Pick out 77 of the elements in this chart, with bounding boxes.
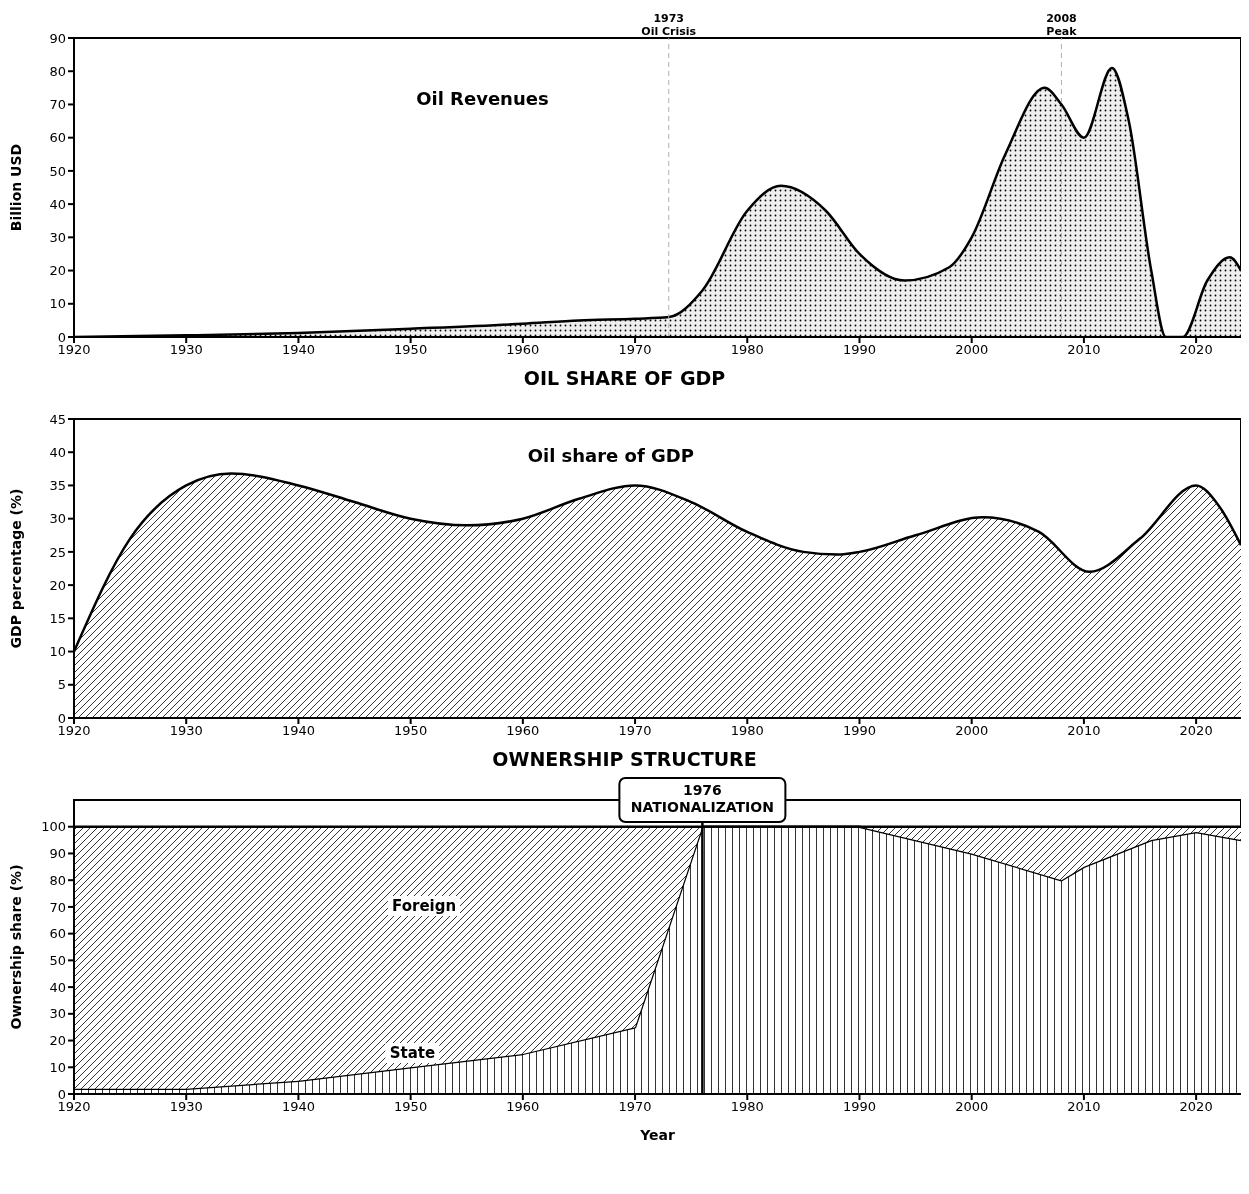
x-tick-label: 1970 xyxy=(618,723,652,739)
x-tick-label: 1980 xyxy=(730,723,764,739)
y-tick-label: 50 xyxy=(49,163,66,179)
y-axis-title: Billion USD xyxy=(7,143,24,232)
x-tick-label: 2010 xyxy=(1067,1099,1101,1115)
y-tick-label: 100 xyxy=(41,819,66,835)
y-tick-label: 0 xyxy=(57,1086,66,1102)
series-label: State xyxy=(385,1042,440,1063)
x-tick-label: 1950 xyxy=(394,723,428,739)
x-tick-label: 2000 xyxy=(955,723,989,739)
y-tick-label: 10 xyxy=(49,1059,66,1075)
y-tick-label: 30 xyxy=(49,1006,66,1022)
x-tick-label: 1940 xyxy=(281,342,315,358)
x-tick-label: 1940 xyxy=(281,1099,315,1115)
x-tick-label: 1950 xyxy=(394,342,428,358)
x-tick-label: 1960 xyxy=(506,342,540,358)
x-tick-label: 1990 xyxy=(842,342,877,358)
y-tick-label: 60 xyxy=(49,130,66,146)
y-tick-label: 0 xyxy=(57,329,66,345)
ref-line-label: 1973 Oil Crisis xyxy=(641,12,697,38)
y-tick-label: 50 xyxy=(49,952,66,968)
y-tick-label: 70 xyxy=(49,899,66,915)
y-axis-title: GDP percentage (%) xyxy=(7,488,24,649)
y-tick-label: 80 xyxy=(49,872,66,888)
y-tick-label: 10 xyxy=(49,296,66,312)
y-tick-label: 30 xyxy=(49,511,66,527)
y-tick-label: 40 xyxy=(49,979,66,995)
y-tick-label: 25 xyxy=(49,544,66,560)
x-tick-label: 1950 xyxy=(394,1099,428,1115)
y-tick-label: 20 xyxy=(49,263,66,279)
x-tick-label: 1980 xyxy=(730,342,764,358)
x-tick-label: 2020 xyxy=(1179,342,1213,358)
x-tick-label: 2000 xyxy=(955,1099,989,1115)
y-tick-label: 10 xyxy=(49,644,66,660)
text: Oil Revenues xyxy=(412,86,553,110)
y-tick-label: 60 xyxy=(49,926,66,942)
x-tick-label: 2020 xyxy=(1179,723,1213,739)
x-tick-label: 1990 xyxy=(842,723,877,739)
x-axis-title: Year xyxy=(639,1127,675,1143)
y-tick-label: 0 xyxy=(57,710,66,726)
x-tick-label: 1920 xyxy=(57,723,91,739)
y-tick-label: 15 xyxy=(49,610,66,626)
y-tick-label: 5 xyxy=(57,677,66,693)
x-tick-label: 1970 xyxy=(618,1099,652,1115)
x-tick-label: 2010 xyxy=(1067,723,1101,739)
x-tick-label: 1990 xyxy=(842,1099,877,1115)
y-tick-label: 45 xyxy=(49,411,66,427)
x-tick-label: 2010 xyxy=(1067,342,1101,358)
ref-line-label: 2008 Peak xyxy=(1046,12,1078,38)
ref-line-label: 1976 NATIONALIZATION xyxy=(630,782,774,815)
y-tick-label: 80 xyxy=(49,63,66,79)
x-tick-label: 2020 xyxy=(1179,1099,1213,1115)
y-axis-title: Ownership share (%) xyxy=(7,864,24,1030)
x-tick-label: 1970 xyxy=(618,342,652,358)
x-tick-label: 1940 xyxy=(281,723,315,739)
x-tick-label: 1930 xyxy=(169,723,203,739)
x-tick-label: 2000 xyxy=(955,342,989,358)
y-tick-label: 35 xyxy=(49,478,66,494)
x-tick-label: 1920 xyxy=(57,1099,91,1115)
chart-title: OWNERSHIP STRUCTURE xyxy=(491,748,758,770)
x-tick-label: 1960 xyxy=(506,723,540,739)
y-tick-label: 20 xyxy=(49,577,66,593)
x-tick-label: 1920 xyxy=(57,342,91,358)
y-tick-label: 30 xyxy=(49,229,66,245)
x-tick-label: 1930 xyxy=(169,1099,203,1115)
chart-title: OIL SHARE OF GDP xyxy=(522,367,727,389)
y-tick-label: 20 xyxy=(49,1033,66,1049)
x-tick-label: 1960 xyxy=(506,1099,540,1115)
y-tick-label: 40 xyxy=(49,196,66,212)
series-label: Oil share of GDP xyxy=(523,443,698,467)
series-label: Foreign xyxy=(388,895,461,916)
x-tick-label: 1930 xyxy=(169,342,203,358)
y-tick-label: 70 xyxy=(49,97,66,113)
y-tick-label: 90 xyxy=(49,30,66,46)
y-tick-label: 90 xyxy=(49,846,66,862)
y-tick-label: 40 xyxy=(49,444,66,460)
x-tick-label: 1980 xyxy=(730,1099,764,1115)
